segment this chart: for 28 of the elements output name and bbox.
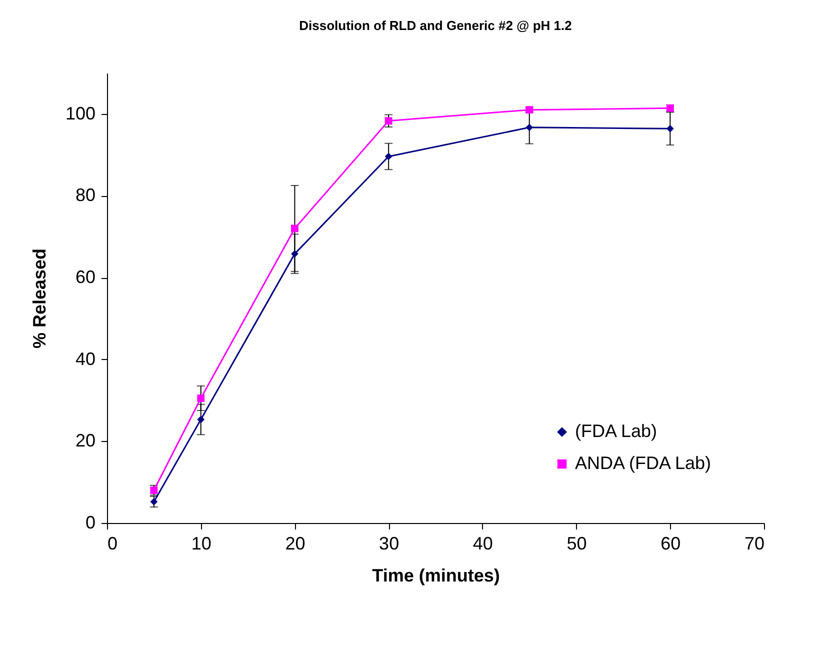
x-tick-label: 0 <box>108 534 118 554</box>
x-tick-label: 70 <box>744 534 764 554</box>
point <box>666 124 674 132</box>
x-tick-label: 60 <box>660 534 681 554</box>
point <box>526 124 534 132</box>
y-axis-title: % Released <box>29 248 50 349</box>
x-tick-label: 30 <box>379 534 400 554</box>
point <box>197 416 205 424</box>
y-tick-label: 60 <box>75 267 96 288</box>
point <box>291 224 298 232</box>
point <box>291 250 298 258</box>
legend-label: (FDA Lab) <box>575 421 658 441</box>
y-tick-label: 20 <box>75 430 96 451</box>
point <box>197 394 205 402</box>
y-tick-label: 100 <box>65 103 96 124</box>
x-tick-label: 20 <box>285 534 306 554</box>
point <box>150 498 158 506</box>
chart-title: Dissolution of RLD and Generic #2 @ pH 1.2 <box>299 18 572 33</box>
y-tick-label: 40 <box>75 348 96 369</box>
y-tick-label: 0 <box>85 512 96 532</box>
x-tick-label: 10 <box>191 534 212 554</box>
y-tick-label: 80 <box>75 185 96 206</box>
x-axis-title: Time (minutes) <box>372 566 500 586</box>
x-tick-label: 50 <box>566 534 587 554</box>
x-tick-label: 40 <box>472 534 493 554</box>
point <box>384 117 392 125</box>
legend-label: ANDA (FDA Lab) <box>575 453 712 473</box>
point <box>384 152 392 160</box>
